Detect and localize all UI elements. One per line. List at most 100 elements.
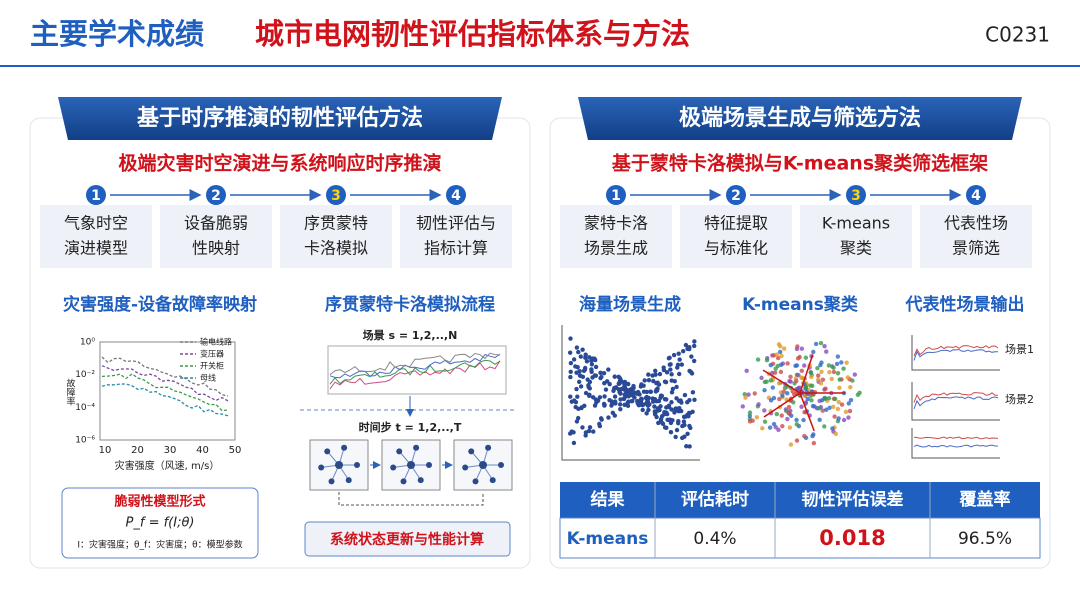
scatter-dot [623,386,629,392]
scatter-dot [674,427,680,433]
step-circle [446,185,466,205]
cluster-dot [846,401,851,406]
scatter-dot [641,389,647,394]
figure-title: 海量场景生成 [579,294,681,315]
scatter-dot [687,444,692,449]
network-node [324,448,331,455]
cluster-dot [841,417,847,423]
scatter-dot [593,357,598,363]
centroid-ray [799,392,815,432]
scatter-dot [676,351,681,356]
network-node [468,448,475,455]
step-label: 序贯蒙特 [304,214,368,233]
cluster-dot [843,409,849,414]
cluster-dot [778,344,783,349]
cluster-dot [835,354,841,359]
step-label: 与标准化 [704,239,768,258]
scatter-dot [646,407,651,413]
cluster-dot [802,433,807,439]
cluster-dot [755,357,761,362]
scatter-dot [646,378,652,383]
figure-title: 代表性场景输出 [905,294,1025,315]
title-sub: 城市电网韧性评估指标体系与方法 [255,17,690,51]
cluster-dot [785,361,790,366]
scatter-dot [632,395,637,400]
scatter-dot [618,377,623,382]
cluster-dot [857,390,862,396]
mini-axes [911,382,1000,421]
scatter-dot [681,419,687,424]
step-label: 蒙特卡洛 [584,214,648,233]
table-cell: K-means [567,529,649,549]
cluster-dot [746,392,751,397]
scatter-dot [590,395,596,400]
scatter-dot [682,392,688,398]
scatter-dot [617,389,622,395]
panel-subtitle: 极端灾害时空演进与系统响应时序推演 [118,152,441,175]
step-label: 景筛选 [952,239,1000,258]
cluster-dot [762,387,767,393]
cluster-dot [822,424,827,429]
scatter-dot [636,402,641,407]
scatter-dot [660,421,665,426]
scatter-dot [674,384,679,390]
step-number: 2 [731,188,741,204]
cluster-dot [808,383,813,388]
network-node [489,477,496,484]
scatter-dot [609,399,614,404]
scatter-dot [657,371,663,377]
cluster-dot [774,411,780,417]
scatter-dot [574,386,579,392]
axes [561,325,700,461]
cluster-dot [802,363,807,368]
scatter-dot [578,354,584,359]
scatter-dot [567,350,573,355]
cluster-dot [797,354,802,360]
cluster-dot [742,392,747,397]
scatter-dot [645,399,651,404]
table-header: 结果 [591,489,625,510]
scatter-dot [683,342,689,348]
scatter-dot [658,404,663,409]
table-header: 评估耗时 [681,489,749,510]
scatter-dot [584,359,590,364]
scatter-dot [612,374,617,379]
scatter-dot [670,386,676,392]
scatter-dot [675,420,681,426]
step-number: 3 [851,188,861,204]
legend-label: 输电线路 [200,337,232,347]
scatter-dot [625,403,631,409]
scatter-dot [622,382,627,387]
scatter-dot [576,379,582,385]
scatter-dot [666,403,672,408]
cluster-dot [803,400,809,405]
title-main: 主要学术成绩 [30,17,204,51]
mini-plot [327,345,507,395]
mini-curve [329,352,501,376]
scatter-dot [672,378,677,384]
step-number: 4 [971,188,981,204]
network-node [485,444,492,451]
scatter-dot [629,390,634,396]
step-box [680,205,792,268]
cluster-dot [831,369,837,375]
scatter-dot [664,370,670,375]
step-number: 3 [331,188,341,204]
scatter-dot [679,362,685,367]
cluster-dot [820,377,826,382]
cluster-dot [770,385,776,390]
cluster-dot [747,413,753,419]
model-note: I：灾害强度；θ_f：灾害度；θ：模型参数 [77,539,242,551]
cluster-dot [809,398,814,403]
scatter-dot [569,399,575,404]
scatter-dot [679,408,684,414]
step-label: 性映射 [192,239,240,258]
step-box [160,205,272,268]
cluster-dot [772,370,778,375]
scatter-dot [631,383,636,389]
network-node [396,448,403,455]
cluster-dot [835,371,841,376]
scatter-dot [666,356,672,361]
x-tick-label: 10 [99,445,112,456]
